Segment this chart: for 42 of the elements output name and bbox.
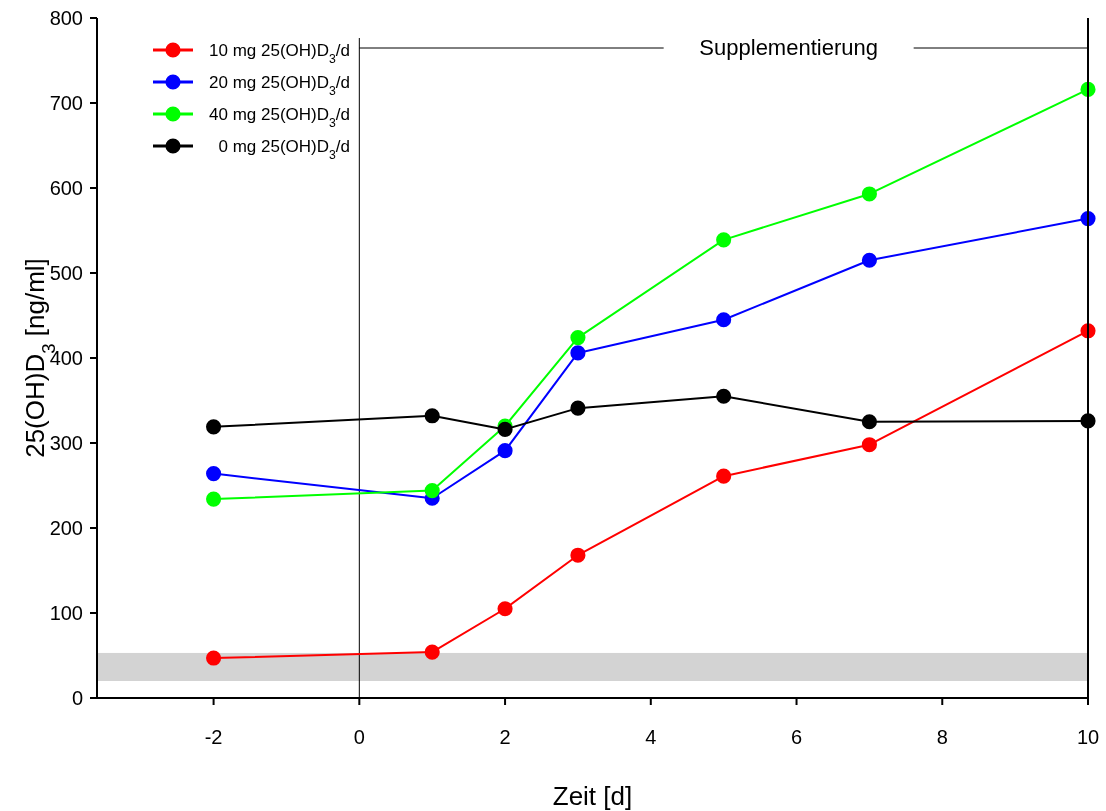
- point: [424, 644, 440, 660]
- point: [861, 252, 877, 268]
- point: [570, 330, 586, 346]
- x-tick-label: 10: [1076, 726, 1100, 748]
- point: [206, 419, 222, 435]
- point: [716, 312, 732, 328]
- y-tick-label: 800: [49, 7, 83, 29]
- point: [570, 547, 586, 563]
- point: [570, 345, 586, 361]
- annotation: Supplementierung: [699, 35, 878, 60]
- y-tick-label: 200: [49, 517, 83, 539]
- x-tick-label: 2: [499, 726, 511, 748]
- point: [206, 650, 222, 666]
- point: [424, 483, 440, 499]
- legend-label: 40 mg 25(OH)D$_{3}$/d: [209, 104, 350, 130]
- point: [716, 388, 732, 404]
- point: [206, 491, 222, 507]
- point: [716, 232, 732, 248]
- y-tick-label: 0: [71, 687, 83, 709]
- point: [497, 443, 513, 459]
- y-tick-label: 300: [49, 432, 83, 454]
- x-tick-label: 6: [790, 726, 803, 748]
- x-tick-label: -2: [204, 726, 223, 748]
- x-axis-title: Zeit [d]: [552, 781, 633, 811]
- legend-label: 10 mg 25(OH)D$_{3}$/d: [209, 40, 350, 66]
- y-tick-label: 600: [49, 177, 83, 199]
- y-tick-label: 100: [49, 602, 83, 624]
- point: [861, 414, 877, 430]
- point: [206, 466, 222, 482]
- x-tick-label: 4: [645, 726, 657, 748]
- x-tick-label: 0: [353, 726, 365, 748]
- point: [424, 408, 440, 424]
- legend-label: 20 mg 25(OH)D$_{3}$/d: [209, 72, 350, 98]
- y-tick-label: 500: [49, 262, 83, 284]
- point: [861, 437, 877, 453]
- legend-label: 0 mg 25(OH)D$_{3}$/d: [218, 136, 350, 162]
- y-tick-label: 700: [49, 92, 83, 114]
- point: [497, 601, 513, 617]
- point: [570, 400, 586, 416]
- point: [861, 186, 877, 202]
- x-tick-label: 8: [936, 726, 948, 748]
- point: [716, 468, 732, 484]
